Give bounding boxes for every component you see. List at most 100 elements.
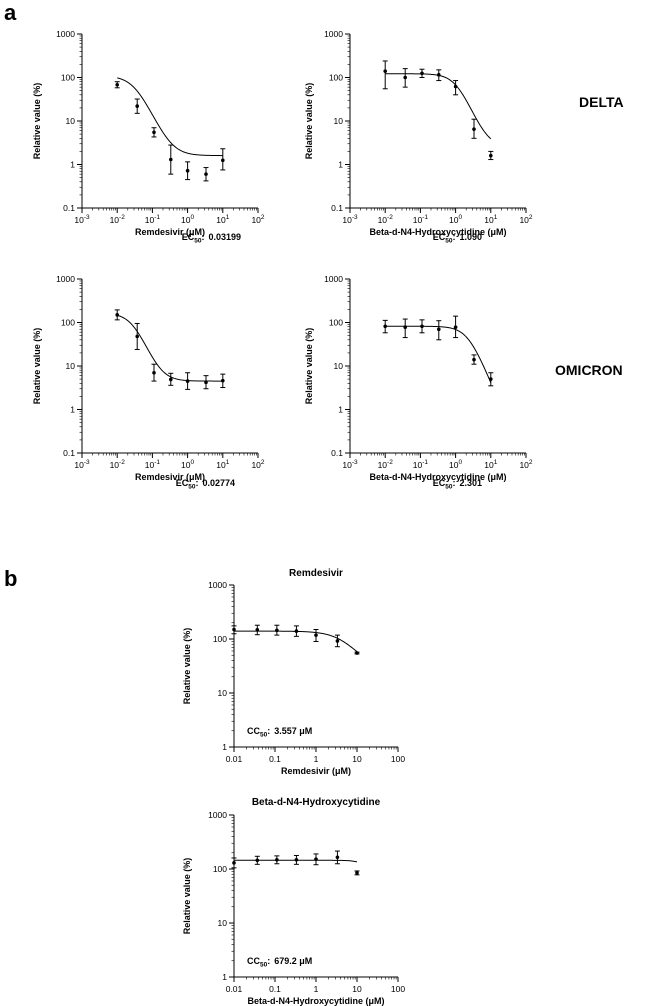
x-tick-label: 10-3 [74,459,90,470]
ec50-annotation: CC50: 679.2 μM [247,956,312,969]
y-tick-label: 1 [70,160,75,170]
data-point [402,68,408,88]
x-tick-label: 100 [181,459,194,470]
data-point [334,634,340,648]
fit-curve [117,314,223,382]
x-tick-label: 0.01 [226,754,243,764]
y-tick-label: 1000 [324,274,343,284]
y-tick-label: 0.1 [331,203,343,213]
chart-title: Beta-d-N4-Hydroxycytidine [252,797,381,808]
ec50-annotation: EC50: 0.02774 [176,478,235,491]
data-point [436,69,442,82]
data-point [151,363,157,382]
y-tick-label: 1 [222,742,227,752]
x-tick-label: 10 [352,754,362,764]
ec50-annotation: EC50: 2.301 [433,478,482,491]
fit-curve [385,325,492,383]
data-point [134,322,140,350]
x-tick-label: 10-1 [413,459,429,470]
data-point [274,624,280,636]
ec50-annotation: CC50: 3.557 μM [247,726,312,739]
data-point [453,80,459,96]
data-point [471,118,477,139]
x-tick-label: 102 [251,214,264,225]
y-tick-label: 1 [222,972,227,982]
y-tick-label: 100 [61,318,75,328]
data-point [168,372,174,386]
x-tick-label: 10-1 [413,214,429,225]
x-tick-label: 101 [484,214,497,225]
data-point [114,81,120,89]
y-axis-title: Relative value (%) [32,328,42,405]
x-tick-label: 101 [216,214,229,225]
y-tick-label: 10 [218,688,228,698]
y-tick-label: 1000 [208,580,227,590]
data-point [354,651,360,655]
x-tick-label: 10-3 [74,214,90,225]
data-point [293,625,299,637]
data-point [382,319,388,334]
x-tick-label: 100 [391,984,405,994]
x-tick-label: 102 [251,459,264,470]
data-point [185,372,191,390]
y-axis-title: Relative value (%) [304,83,314,160]
data-point [114,309,120,321]
y-tick-label: 10 [334,116,344,126]
data-point [293,854,299,865]
data-point [254,855,260,865]
y-tick-label: 1000 [208,810,227,820]
x-tick-label: 100 [449,459,462,470]
ec50-annotation: EC50: 0.03199 [182,232,241,245]
x-tick-label: 102 [519,459,532,470]
y-tick-label: 100 [61,73,75,83]
y-tick-label: 100 [329,73,343,83]
y-tick-label: 10 [66,361,76,371]
y-axis-title: Relative value (%) [182,858,192,935]
row-label-omicron: OMICRON [555,362,623,378]
x-tick-label: 101 [216,459,229,470]
x-tick-label: 102 [519,214,532,225]
data-point [313,628,319,642]
x-tick-label: 10-3 [342,459,358,470]
data-point [471,354,477,365]
x-tick-label: 10 [352,984,362,994]
x-tick-label: 100 [449,214,462,225]
y-axis-title: Relative value (%) [304,328,314,405]
fit-curve [117,77,223,157]
x-tick-label: 10-2 [110,459,126,470]
y-axis-title: Relative value (%) [32,83,42,160]
y-tick-label: 0.1 [63,448,75,458]
y-tick-label: 1000 [56,29,75,39]
x-tick-label: 0.1 [269,754,281,764]
y-tick-label: 0.1 [331,448,343,458]
data-point [402,318,408,339]
x-tick-label: 101 [484,459,497,470]
y-tick-label: 10 [66,116,76,126]
y-tick-label: 10 [334,361,344,371]
data-point [313,853,319,866]
data-point [382,60,388,90]
data-point [436,320,442,341]
data-point [453,315,459,339]
data-point [334,850,340,865]
data-point [203,167,209,182]
x-tick-label: 10-2 [378,459,394,470]
y-tick-label: 10 [218,918,228,928]
data-point [168,144,174,175]
panel-letter-b: b [4,566,18,591]
x-tick-label: 100 [391,754,405,764]
data-point [419,319,425,334]
data-point [185,161,191,181]
data-point [354,870,360,876]
chart-3: 10-3 10-2 10-1 100 101 102 0.1 1 10 100 1000 Beta-d… [304,274,533,491]
x-tick-label: 1 [314,984,319,994]
chart-5: 0.01 0.1 1 10 100 1 10 100 1000 Beta-d-N4-Hydroxy… [182,797,405,1006]
ec50-annotation: EC50: 1.090 [433,232,482,245]
x-axis-title: Beta-d-N4-Hydroxycytidine (μM) [369,472,506,482]
data-point [274,855,280,865]
data-point [220,148,226,171]
data-point [488,372,494,387]
y-tick-label: 1 [70,405,75,415]
chart-0: 10-3 10-2 10-1 100 101 102 0.1 1 10 100 1000 Remdes… [32,29,265,245]
x-tick-label: 1 [314,754,319,764]
